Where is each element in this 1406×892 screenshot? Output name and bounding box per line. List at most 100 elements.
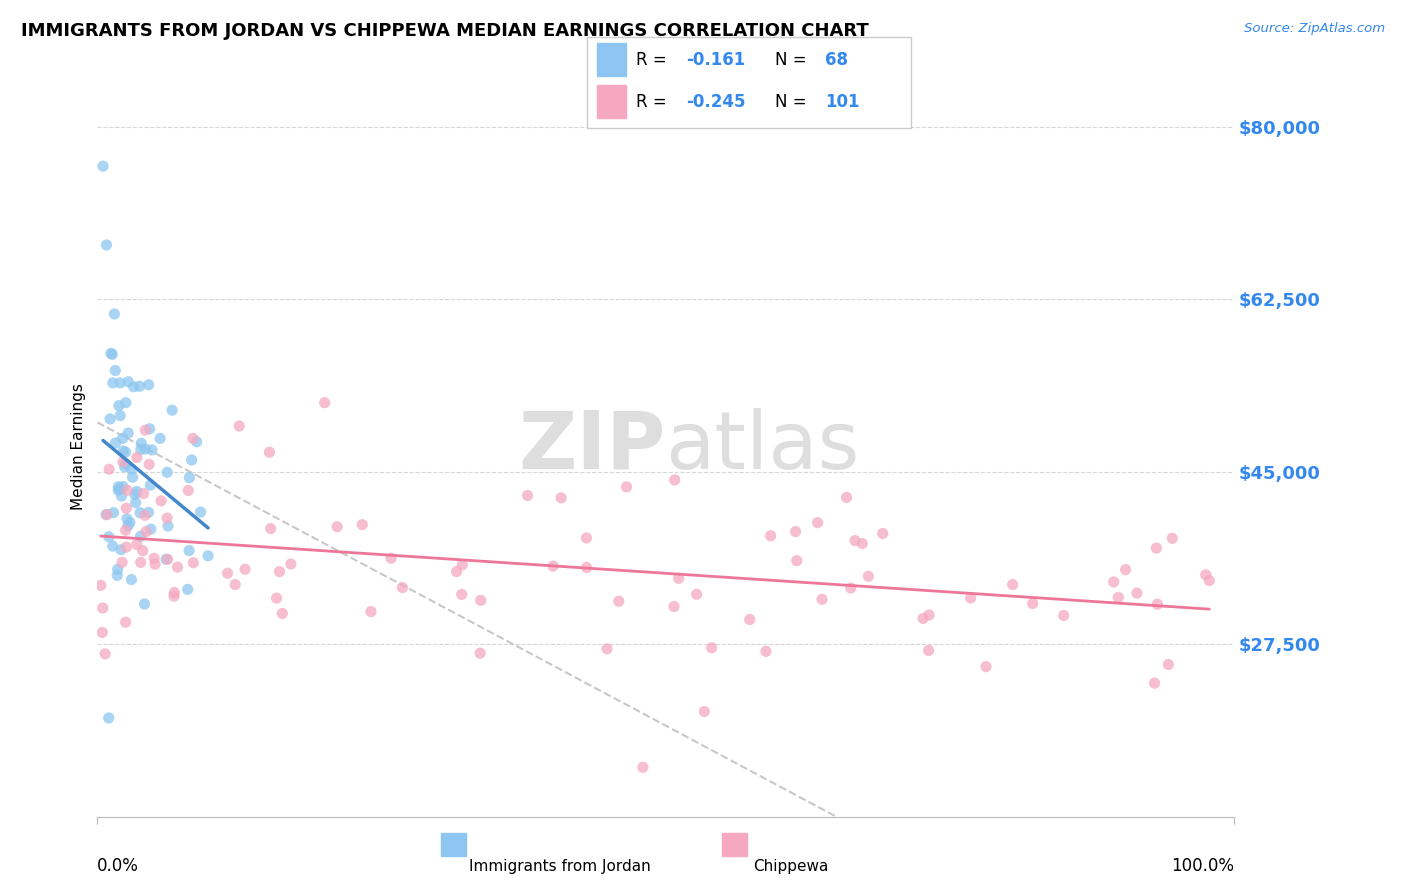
Point — [326, 519, 349, 533]
Point — [1143, 676, 1166, 690]
Point — [114, 457, 136, 471]
Point — [108, 482, 131, 496]
Point — [107, 480, 129, 494]
Point — [156, 465, 179, 479]
Point — [177, 483, 200, 498]
Text: R =: R = — [637, 51, 666, 69]
Point — [134, 597, 156, 611]
Point — [156, 519, 179, 533]
Point — [224, 577, 246, 591]
Point — [269, 565, 291, 579]
Point — [91, 625, 114, 640]
Text: 100.0%: 100.0% — [1171, 856, 1234, 875]
Point — [90, 578, 112, 592]
Point — [685, 587, 707, 601]
Point — [516, 488, 538, 502]
Point — [132, 543, 155, 558]
Text: N =: N = — [775, 51, 807, 69]
Point — [631, 760, 654, 774]
Point — [693, 705, 716, 719]
Point — [105, 568, 128, 582]
Point — [1001, 577, 1024, 591]
Point — [575, 531, 598, 545]
Point — [96, 238, 118, 252]
Point — [98, 462, 121, 476]
Point — [858, 569, 880, 583]
Point — [101, 376, 124, 390]
Point — [738, 612, 761, 626]
Point — [125, 450, 148, 465]
Text: 68: 68 — [825, 51, 848, 69]
Point — [1102, 574, 1125, 589]
Point — [129, 529, 152, 543]
Point — [101, 347, 124, 361]
Point — [110, 409, 132, 423]
Point — [104, 363, 127, 377]
Point — [755, 644, 778, 658]
Point — [117, 375, 139, 389]
Point — [134, 508, 156, 523]
Point — [1195, 567, 1218, 582]
Point — [446, 565, 468, 579]
Point — [100, 346, 122, 360]
Point — [156, 511, 179, 525]
Y-axis label: Median Earnings: Median Earnings — [72, 384, 86, 510]
Point — [839, 581, 862, 595]
Point — [98, 412, 121, 426]
Point — [91, 159, 114, 173]
Point — [122, 380, 145, 394]
Text: Source: ZipAtlas.com: Source: ZipAtlas.com — [1244, 22, 1385, 36]
Point — [132, 486, 155, 500]
Point — [112, 444, 135, 458]
Point — [1115, 563, 1137, 577]
Point — [104, 436, 127, 450]
Point — [918, 607, 941, 622]
Point — [96, 508, 118, 522]
Point — [139, 478, 162, 492]
Point — [917, 643, 939, 657]
Point — [114, 445, 136, 459]
Bar — [596, 86, 627, 118]
Point — [872, 526, 894, 541]
Point — [974, 659, 997, 673]
Point — [101, 539, 124, 553]
Point — [616, 480, 638, 494]
Point — [280, 557, 302, 571]
Point — [1144, 541, 1167, 555]
Text: -0.161: -0.161 — [686, 51, 745, 69]
Point — [138, 422, 160, 436]
Text: Chippewa: Chippewa — [752, 859, 828, 874]
Point — [662, 599, 685, 614]
Point — [314, 395, 336, 409]
Text: R =: R = — [637, 93, 666, 112]
Point — [111, 431, 134, 445]
Point — [844, 533, 866, 548]
Point — [149, 431, 172, 445]
Point — [129, 506, 152, 520]
Point — [912, 611, 935, 625]
Point — [114, 459, 136, 474]
Point — [103, 506, 125, 520]
Point — [468, 646, 491, 660]
Point — [541, 559, 564, 574]
Text: IMMIGRANTS FROM JORDAN VS CHIPPEWA MEDIAN EARNINGS CORRELATION CHART: IMMIGRANTS FROM JORDAN VS CHIPPEWA MEDIA… — [21, 22, 869, 40]
Point — [197, 549, 219, 563]
Point — [150, 493, 173, 508]
Point — [114, 615, 136, 630]
Point — [91, 601, 114, 615]
Bar — [596, 43, 627, 76]
Point — [115, 540, 138, 554]
Point — [124, 487, 146, 501]
Point — [259, 522, 281, 536]
Point — [125, 537, 148, 551]
Point — [128, 379, 150, 393]
Text: 101: 101 — [825, 93, 859, 112]
Point — [596, 641, 619, 656]
Point — [166, 560, 188, 574]
Point — [129, 555, 152, 569]
Point — [110, 489, 132, 503]
Point — [1107, 591, 1129, 605]
Point — [851, 536, 873, 550]
Point — [135, 524, 157, 539]
Point — [129, 436, 152, 450]
